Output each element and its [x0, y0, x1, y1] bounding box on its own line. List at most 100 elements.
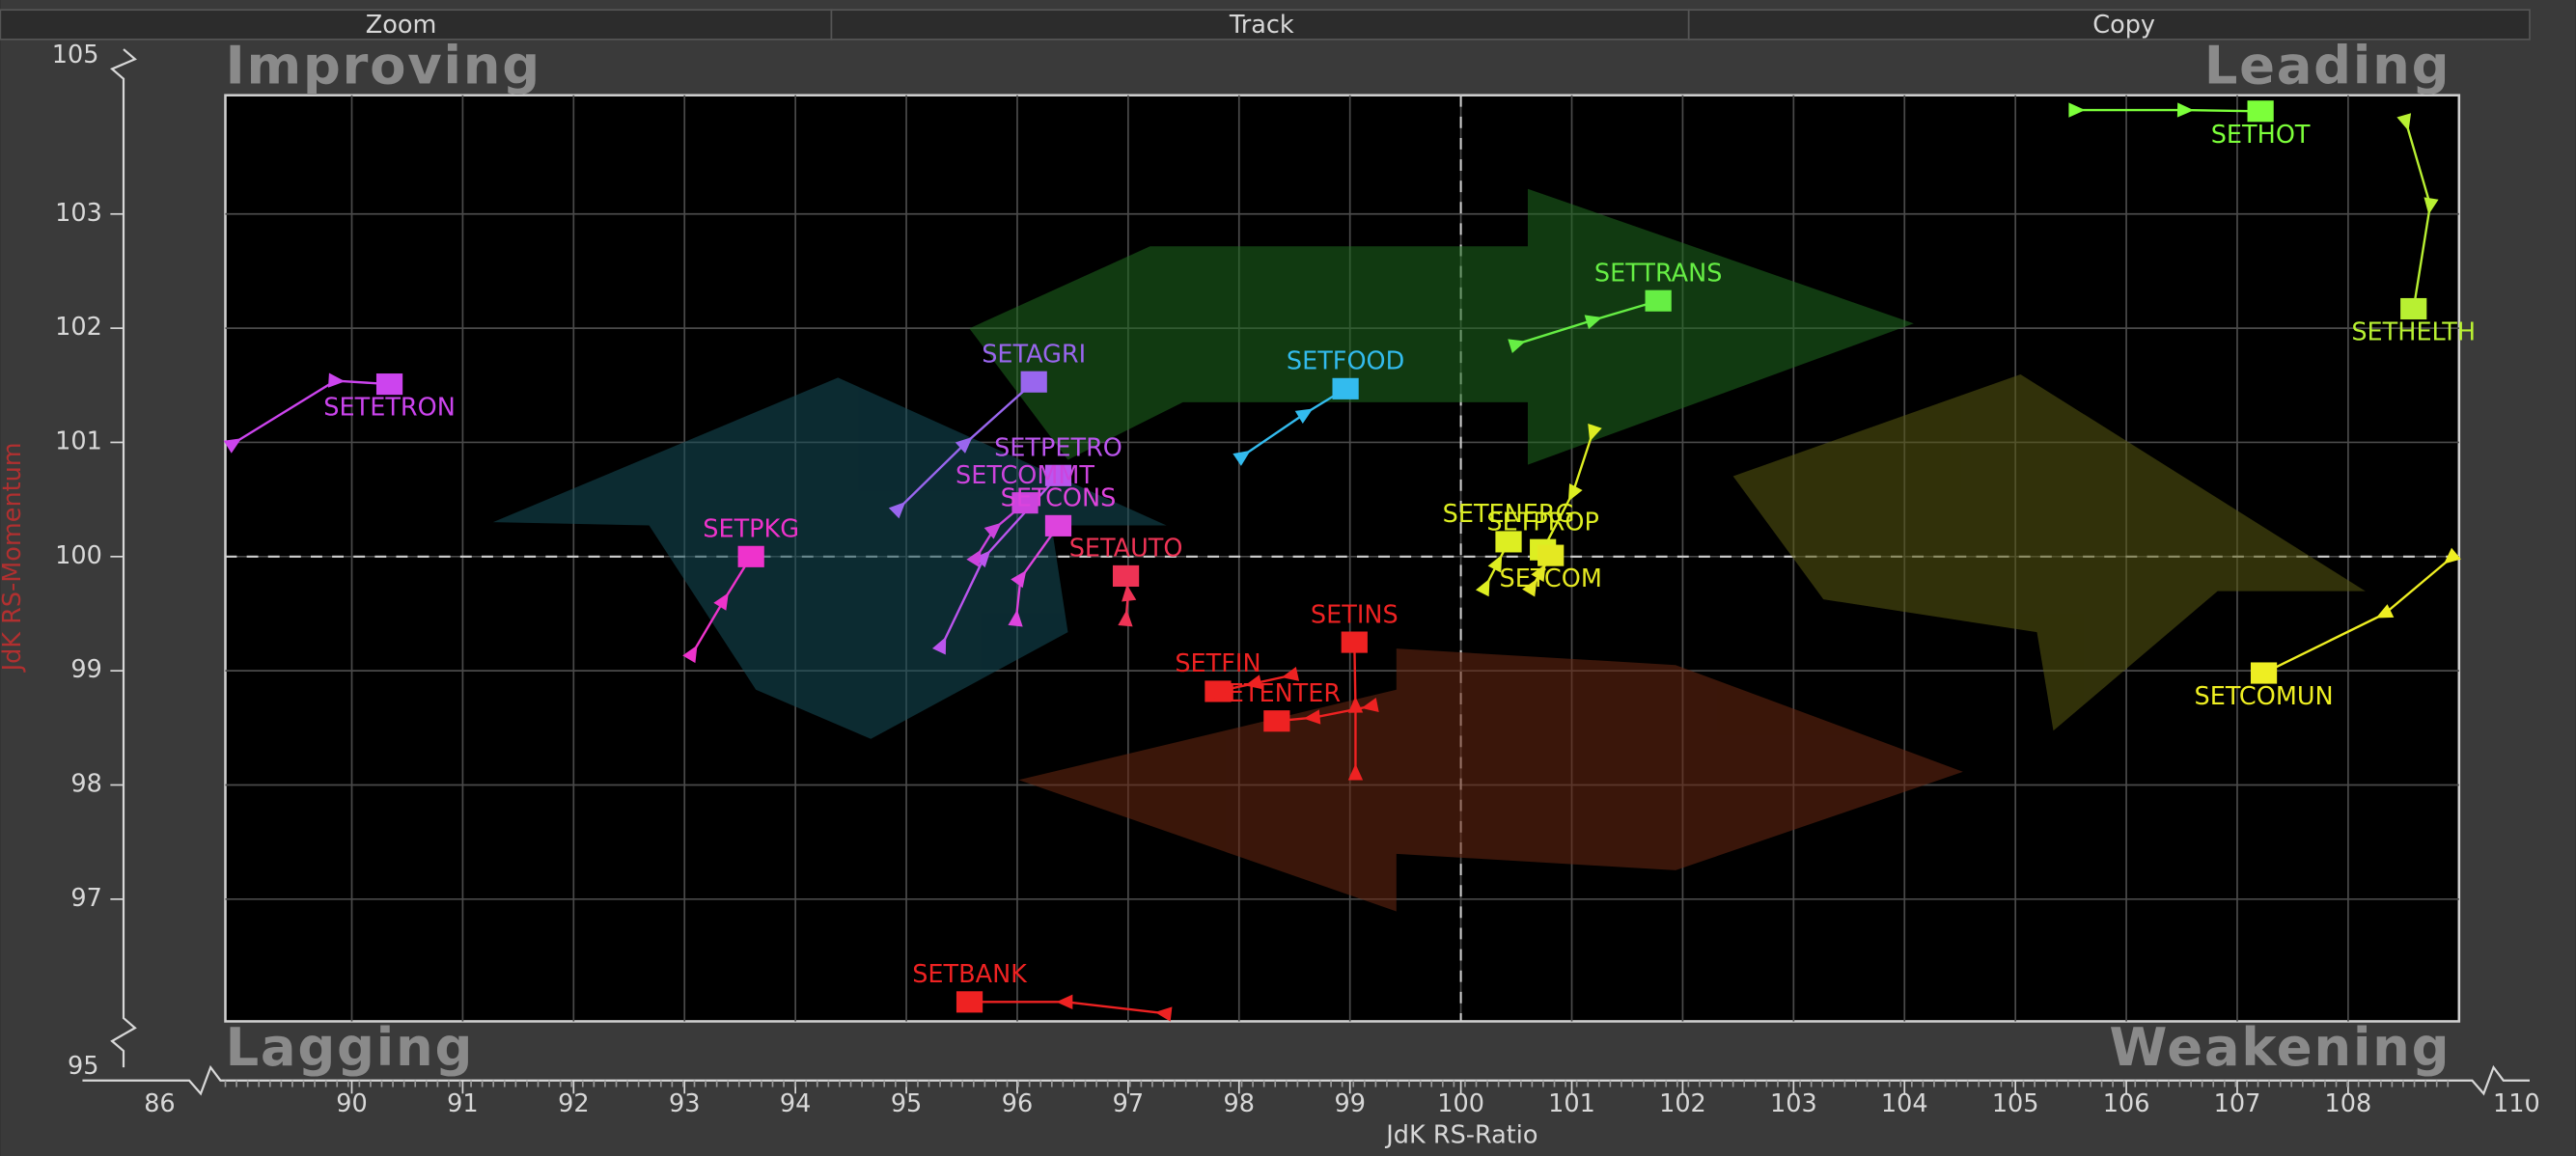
series-layer: SETHOT SETHELTH SETTRANS SETFOOD SETAGRI SETE…	[223, 100, 2476, 1022]
tail-point	[2068, 102, 2086, 118]
y-break-label: 105	[52, 41, 99, 69]
head-marker	[1332, 377, 1359, 399]
y-tick-label: 97	[70, 884, 101, 913]
series-label: SETPROP	[1486, 508, 1598, 537]
series-label: SETCONS	[1001, 484, 1117, 513]
tail-point	[2424, 197, 2439, 215]
x-tick-label: 105	[1992, 1089, 2039, 1118]
tail-point	[1281, 666, 1300, 681]
y-tick-label: 99	[70, 655, 101, 684]
toolbar-label[interactable]: Track	[1229, 11, 1294, 40]
series: SETFIN	[1175, 649, 1300, 702]
head-marker	[1537, 544, 1565, 566]
toolbar-label[interactable]: Zoom	[366, 11, 437, 40]
head-marker	[1020, 371, 1047, 393]
series: SETAUTO	[1069, 535, 1183, 627]
tail-point	[1233, 450, 1251, 466]
quadrant-label: Improving	[225, 35, 540, 96]
x-break-label: 110	[2493, 1089, 2540, 1118]
series: SETCONS	[1001, 484, 1117, 627]
head-marker	[2250, 662, 2278, 684]
quadrant-label: Leading	[2204, 35, 2451, 96]
x-tick-label: 93	[669, 1089, 700, 1118]
tail-point	[713, 592, 729, 611]
x-axis-title: JdK RS-Ratio	[1384, 1121, 1537, 1150]
series: SETETRON	[223, 372, 456, 454]
x-tick-label: 92	[558, 1089, 589, 1118]
tail-point	[2176, 102, 2195, 118]
head-marker	[1341, 631, 1368, 653]
series: SETENERG	[1443, 500, 1575, 597]
y-tick-label: 98	[70, 769, 101, 798]
tail-point	[1487, 554, 1503, 573]
x-break-label: 86	[144, 1089, 175, 1118]
tail-point	[2375, 604, 2395, 619]
tail-point	[1475, 578, 1490, 597]
series-label: SETCOMUN	[2195, 682, 2334, 711]
x-tick-label: 97	[1113, 1089, 1144, 1118]
series-label: SETBANK	[912, 960, 1028, 989]
x-tick-label: 95	[891, 1089, 922, 1118]
series: SETENTER	[1213, 679, 1379, 732]
series-label: SETHELTH	[2351, 318, 2476, 347]
tail-point	[1056, 994, 1073, 1009]
arrow-shape	[492, 377, 1167, 739]
head-marker	[1263, 710, 1290, 732]
tail-point	[1531, 564, 1546, 583]
series-label: SETCOM	[1500, 564, 1602, 593]
head-marker	[1495, 531, 1522, 553]
series: SETHOT	[2068, 100, 2311, 150]
tail-point	[888, 501, 906, 519]
x-tick-label: 99	[1334, 1089, 1365, 1118]
series-label: SETPKG	[703, 515, 799, 544]
tail-point	[1244, 674, 1263, 690]
x-tick-label: 101	[1548, 1089, 1595, 1118]
toolbar-button[interactable]	[0, 9, 833, 41]
series: SETINS	[1311, 600, 1399, 781]
series-label: SETAUTO	[1069, 535, 1183, 564]
y-axis-title: JdK RS-Momentum	[0, 442, 27, 673]
tail-point	[1361, 697, 1379, 713]
head-marker	[1645, 289, 1672, 312]
series: SETTRANS	[1508, 259, 1722, 354]
y-tick-label: 103	[55, 199, 102, 228]
arrow-shape	[1732, 373, 2366, 731]
tail-point	[966, 549, 982, 567]
tail-point	[2396, 113, 2412, 131]
tail-point	[983, 522, 1002, 539]
rotation-arrows	[492, 188, 2366, 912]
head-marker	[1044, 464, 1072, 486]
head-marker	[2400, 297, 2427, 320]
tail-point	[1122, 584, 1137, 602]
head-marker	[1011, 492, 1039, 514]
toolbar: Zoom Track Copy	[0, 9, 2531, 41]
tail-point	[1011, 569, 1027, 589]
x-tick-label: 100	[1437, 1089, 1484, 1118]
series-label: SETFOOD	[1287, 347, 1404, 376]
y-tick-label: 102	[55, 313, 102, 342]
series-label: SETENERG	[1443, 500, 1575, 529]
head-marker	[956, 991, 983, 1013]
quadrant-label: Weakening	[2109, 1016, 2451, 1078]
tail-point	[223, 438, 242, 454]
series: SETFOOD	[1233, 347, 1404, 466]
series-label: SETETRON	[323, 394, 456, 423]
series-label: SETAGRI	[982, 341, 1086, 370]
quadrant-label: Lagging	[225, 1016, 474, 1078]
tail-point	[1584, 315, 1603, 330]
tail-point	[1522, 578, 1537, 597]
x-tick-label: 104	[1881, 1089, 1928, 1118]
x-tick-label: 90	[336, 1089, 367, 1118]
toolbar-label[interactable]: Copy	[2092, 11, 2155, 40]
x-tick-label: 107	[2214, 1089, 2261, 1118]
series-label: SETTRANS	[1594, 259, 1722, 288]
tail-point	[1118, 609, 1133, 627]
y-tick-label: 100	[55, 541, 102, 570]
series-label: SETHOT	[2211, 121, 2311, 150]
toolbar-button[interactable]	[830, 9, 1690, 41]
toolbar-button[interactable]	[1687, 9, 2531, 41]
series: SETPROP	[1486, 423, 1602, 561]
tail-point	[1008, 609, 1023, 627]
